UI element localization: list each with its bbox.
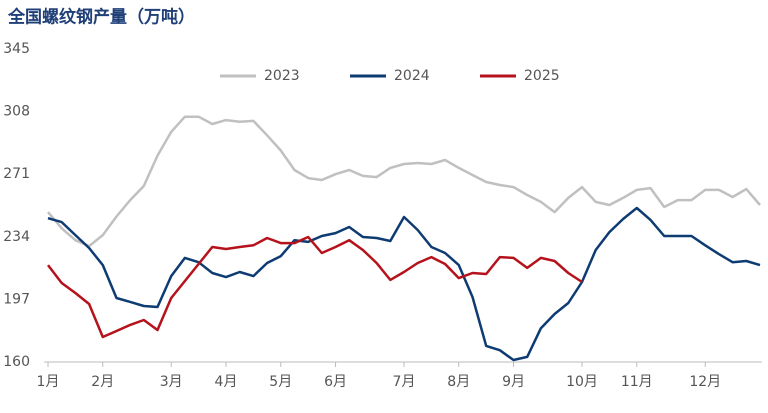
x-tick-label: 5月	[269, 374, 292, 390]
x-tick-label: 7月	[393, 374, 416, 390]
line-series	[47, 115, 761, 248]
y-tick-label: 271	[3, 166, 30, 182]
x-tick-label: 1月	[37, 374, 60, 390]
y-tick-label: 234	[3, 229, 30, 245]
line-series	[47, 235, 583, 339]
line-series	[47, 206, 761, 362]
legend-label: 2023	[264, 68, 300, 84]
x-tick-label: 12月	[689, 374, 721, 390]
x-tick-label: 3月	[160, 374, 183, 390]
x-tick-label: 6月	[324, 374, 347, 390]
x-tick-label: 10月	[566, 374, 598, 390]
legend-label: 2024	[394, 68, 430, 84]
y-tick-label: 308	[3, 104, 30, 120]
y-tick-label: 160	[3, 354, 30, 370]
x-tick-label: 2月	[91, 374, 114, 390]
x-tick-label: 11月	[621, 374, 653, 390]
legend-label: 2025	[524, 68, 560, 84]
y-tick-label: 345	[3, 41, 30, 57]
x-tick-label: 9月	[502, 374, 525, 390]
y-tick-label: 197	[3, 291, 30, 307]
x-tick-label: 8月	[447, 374, 470, 390]
x-tick-label: 4月	[215, 374, 238, 390]
chart-title: 全国螺纹钢产量（万吨）	[7, 7, 195, 28]
